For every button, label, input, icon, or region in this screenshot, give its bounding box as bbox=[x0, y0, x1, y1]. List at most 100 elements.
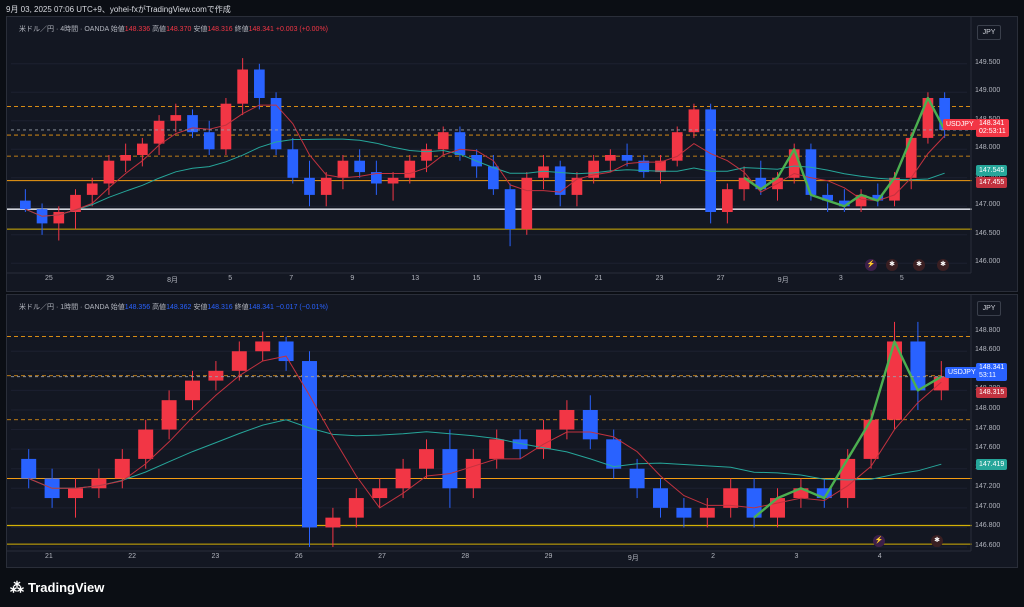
ma-fast-line bbox=[28, 355, 942, 509]
candle-body bbox=[638, 160, 650, 173]
candle-body bbox=[68, 488, 83, 499]
symbol-label: 米ドル／円 · 1時間 · OANDA bbox=[19, 304, 109, 311]
candle-body bbox=[822, 194, 833, 201]
time-axis-label: 9 bbox=[350, 275, 355, 282]
ma-fast-line bbox=[25, 104, 945, 217]
legend-1h: 米ドル／円 · 1時間 · OANDA 始値148.356 高値148.362 … bbox=[19, 304, 329, 311]
candle-body bbox=[606, 439, 622, 469]
candle-body bbox=[939, 98, 950, 130]
time-axis-label: 9月 bbox=[627, 555, 639, 562]
us-flag-event-icon[interactable]: ✱ bbox=[937, 259, 949, 271]
candle-body bbox=[504, 189, 516, 230]
time-axis-label: 25 bbox=[45, 275, 53, 282]
price-axis-label: 148.000 bbox=[975, 404, 1001, 412]
candle-body bbox=[354, 160, 365, 173]
candle-body bbox=[840, 458, 856, 499]
price-tag-ma-fast: 147.455 bbox=[976, 177, 1008, 188]
ma-slow-line bbox=[28, 419, 942, 489]
candle-body bbox=[437, 132, 449, 150]
price-tag-ma-slow: 147.545 bbox=[976, 165, 1008, 176]
candle-body bbox=[254, 69, 265, 98]
candle-body bbox=[922, 98, 934, 138]
candle-body bbox=[348, 498, 364, 518]
candle-body bbox=[889, 177, 900, 201]
candle-body bbox=[404, 160, 416, 178]
candle-body bbox=[53, 212, 65, 224]
tradingview-logo[interactable]: ⁂ TradingView bbox=[10, 579, 105, 595]
candle-body bbox=[325, 517, 341, 528]
time-axis-label: 28 bbox=[461, 553, 470, 560]
candle-body bbox=[855, 194, 867, 207]
candle-body bbox=[722, 189, 733, 212]
us-flag-event-icon[interactable]: ✱ bbox=[886, 259, 898, 271]
candle-body bbox=[839, 200, 850, 207]
candle-body bbox=[20, 200, 31, 210]
candle-body bbox=[372, 488, 388, 499]
candle-body bbox=[203, 132, 215, 150]
candle-body bbox=[138, 429, 154, 459]
currency-unit-button[interactable]: JPY bbox=[977, 25, 1001, 40]
candle-body bbox=[185, 380, 200, 401]
price-axis-label: 147.200 bbox=[975, 483, 1001, 491]
candle-body bbox=[905, 137, 917, 178]
candlestick-chart-4h bbox=[7, 17, 972, 274]
price-axis-label: 147.600 bbox=[975, 444, 1001, 452]
price-axis-label: 148.800 bbox=[975, 326, 1001, 334]
candle-body bbox=[114, 458, 130, 479]
event-lightning-icon[interactable]: ⚡ bbox=[865, 259, 877, 271]
candle-body bbox=[488, 166, 499, 190]
candle-body bbox=[554, 166, 566, 195]
candle-body bbox=[387, 177, 399, 184]
candle-body bbox=[320, 177, 332, 195]
us-flag-event-icon[interactable]: ✱ bbox=[913, 259, 925, 271]
time-axis-label: 15 bbox=[472, 275, 481, 282]
chart-header: 9月 03, 2025 07:06 UTC+9、yohei-fxがTrading… bbox=[6, 5, 231, 14]
price-axis-label: 147.000 bbox=[975, 502, 1001, 510]
symbol-label: 米ドル／円 · 4時間 · OANDA bbox=[19, 26, 109, 33]
price-axis-label: 147.800 bbox=[975, 424, 1001, 432]
tradingview-logo-icon: ⁂ bbox=[10, 579, 24, 595]
candle-body bbox=[816, 488, 832, 499]
time-axis-label: 7 bbox=[289, 275, 294, 282]
candle-body bbox=[655, 160, 666, 173]
candle-body bbox=[153, 120, 165, 144]
candle-body bbox=[788, 149, 800, 178]
price-axis-label: 146.800 bbox=[975, 522, 1001, 530]
candle-body bbox=[287, 149, 299, 178]
wave-annotation-line bbox=[743, 96, 946, 208]
us-flag-event-icon[interactable]: ✱ bbox=[931, 535, 943, 547]
time-axis-label: 19 bbox=[533, 275, 542, 282]
candle-body bbox=[676, 507, 692, 518]
candle-body bbox=[161, 400, 177, 430]
time-axis-label: 22 bbox=[128, 553, 137, 560]
price-axis-label: 149.500 bbox=[975, 58, 1001, 66]
chart-panel-4h[interactable]: 米ドル／円 · 4時間 · OANDA 始値148.336 高値148.370 … bbox=[6, 16, 1018, 292]
event-lightning-icon[interactable]: ⚡ bbox=[873, 535, 885, 547]
wave-annotation-line bbox=[753, 340, 942, 519]
candle-body bbox=[588, 160, 599, 178]
candle-body bbox=[770, 498, 785, 518]
price-tag-ma-fast: 148.315 bbox=[976, 387, 1008, 398]
candle-body bbox=[187, 115, 198, 133]
candle-body bbox=[582, 409, 598, 440]
price-tag-ma-slow: 147.419 bbox=[976, 459, 1008, 470]
time-axis-label: 3 bbox=[838, 275, 843, 282]
candle-body bbox=[688, 109, 700, 133]
candle-body bbox=[70, 194, 81, 212]
candle-body bbox=[793, 488, 809, 499]
time-axis-label: 21 bbox=[594, 275, 603, 282]
chart-panel-1h[interactable]: 米ドル／円 · 1時間 · OANDA 始値148.356 高値148.362 … bbox=[6, 294, 1018, 568]
time-axis-label: 4 bbox=[877, 553, 882, 560]
candle-body bbox=[805, 149, 817, 195]
time-axis-label: 26 bbox=[294, 553, 303, 560]
currency-unit-button[interactable]: JPY bbox=[977, 301, 1001, 316]
candle-body bbox=[278, 341, 294, 362]
time-axis-label: 29 bbox=[544, 553, 553, 560]
price-tag-current: 148.341 02:53:11 bbox=[976, 119, 1009, 137]
candle-body bbox=[137, 143, 148, 155]
price-axis-label: 149.000 bbox=[975, 87, 1001, 95]
candle-body bbox=[738, 177, 750, 190]
candle-body bbox=[559, 409, 575, 430]
candle-body bbox=[653, 488, 668, 508]
candle-body bbox=[170, 115, 182, 121]
